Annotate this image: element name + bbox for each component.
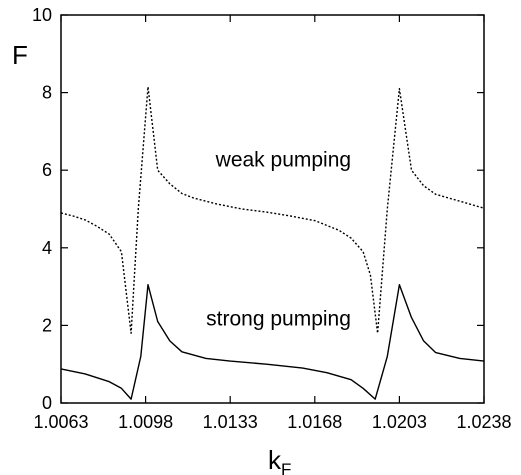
x-axis-title: kF bbox=[268, 445, 291, 475]
y-axis-title: F bbox=[12, 40, 28, 70]
ticks bbox=[60, 14, 485, 404]
x-tick-label: 1.0098 bbox=[118, 412, 173, 432]
y-tick-label: 8 bbox=[42, 83, 52, 103]
x-axis-title-main: k bbox=[268, 445, 282, 475]
labels: 1.0063 1.0098 1.0133 1.0168 1.0203 1.0238 0 2 4 6… bbox=[32, 5, 512, 432]
y-tick-label: 4 bbox=[42, 238, 52, 258]
x-tick-label: 1.0203 bbox=[372, 412, 427, 432]
x-axis-title-subscript: F bbox=[281, 460, 291, 475]
x-tick-label: 1.0063 bbox=[33, 412, 88, 432]
y-tick-label: 2 bbox=[42, 315, 52, 335]
y-tick-label: 0 bbox=[42, 393, 52, 413]
series-line-weak-pumping bbox=[60, 86, 485, 334]
series-line-strong-pumping bbox=[60, 284, 485, 400]
annotation-strong-pumping: strong pumping bbox=[206, 307, 351, 330]
x-tick-label: 1.0133 bbox=[203, 412, 258, 432]
y-tick-label: 10 bbox=[32, 5, 52, 25]
series-layer bbox=[60, 86, 485, 400]
x-tick-label: 1.0238 bbox=[456, 412, 511, 432]
annotation-weak-pumping: weak pumping bbox=[215, 148, 351, 171]
y-tick-label: 6 bbox=[42, 160, 52, 180]
plot-frame bbox=[60, 14, 485, 404]
x-tick-label: 1.0168 bbox=[287, 412, 342, 432]
